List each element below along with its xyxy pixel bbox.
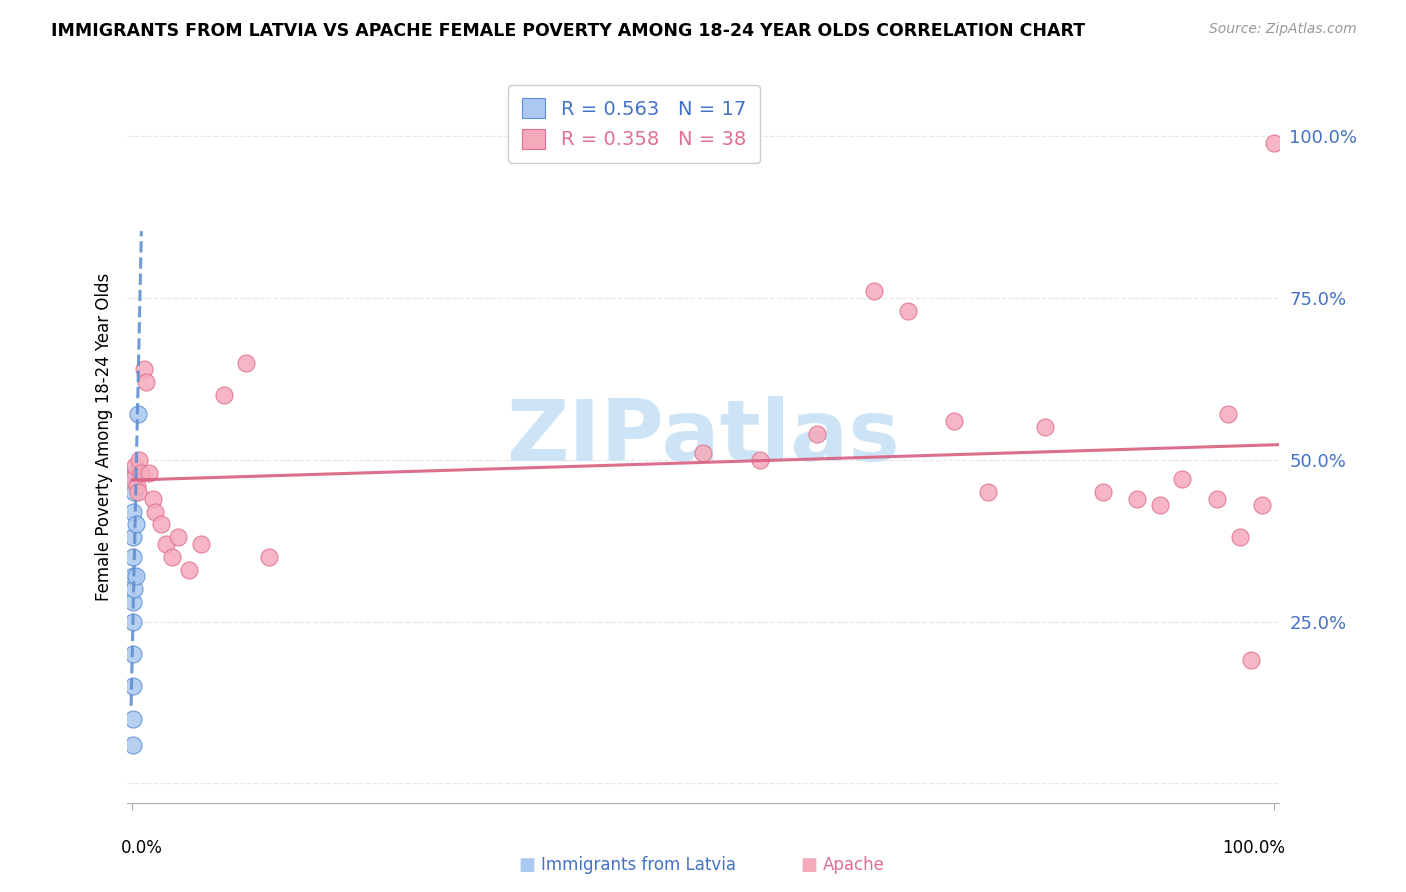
Point <box>125 478 148 492</box>
Point <box>235 356 257 370</box>
Point <box>122 485 145 500</box>
Point <box>142 491 165 506</box>
Point <box>122 569 145 583</box>
Point <box>190 537 212 551</box>
Point <box>1251 498 1274 512</box>
Point <box>897 303 920 318</box>
Point <box>155 537 177 551</box>
Text: ■: ■ <box>800 856 817 874</box>
Point <box>121 712 143 726</box>
Point <box>1126 491 1149 506</box>
Point <box>124 459 146 474</box>
Point <box>1216 408 1239 422</box>
Text: IMMIGRANTS FROM LATVIA VS APACHE FEMALE POVERTY AMONG 18-24 YEAR OLDS CORRELATIO: IMMIGRANTS FROM LATVIA VS APACHE FEMALE … <box>51 22 1085 40</box>
Point <box>135 375 157 389</box>
Point <box>143 504 166 518</box>
Point <box>167 530 190 544</box>
Point <box>127 485 149 500</box>
Point <box>1171 472 1194 486</box>
Point <box>179 563 201 577</box>
Text: Immigrants from Latvia: Immigrants from Latvia <box>541 856 737 874</box>
Point <box>131 466 153 480</box>
Point <box>149 517 172 532</box>
Point <box>122 549 145 564</box>
Text: 100.0%: 100.0% <box>1222 838 1285 856</box>
Point <box>1263 136 1285 150</box>
Y-axis label: Female Poverty Among 18-24 Year Olds: Female Poverty Among 18-24 Year Olds <box>94 273 112 601</box>
Point <box>122 530 145 544</box>
Point <box>1229 530 1251 544</box>
Point <box>124 517 146 532</box>
Point <box>257 549 280 564</box>
Point <box>122 595 145 609</box>
Text: Apache: Apache <box>823 856 884 874</box>
Point <box>1240 653 1263 667</box>
Point <box>128 452 150 467</box>
Point <box>121 679 143 693</box>
Text: ■: ■ <box>519 856 536 874</box>
Point <box>977 485 1000 500</box>
Point <box>1149 498 1171 512</box>
Point <box>121 738 143 752</box>
Point <box>127 408 149 422</box>
Point <box>943 414 966 428</box>
Point <box>692 446 714 460</box>
Point <box>138 466 160 480</box>
Point <box>749 452 772 467</box>
Point <box>160 549 183 564</box>
Point <box>124 569 146 583</box>
Point <box>863 285 886 299</box>
Point <box>806 426 828 441</box>
Point <box>121 647 143 661</box>
Point <box>122 504 145 518</box>
Point <box>122 472 145 486</box>
Point <box>122 582 145 597</box>
Text: 0.0%: 0.0% <box>121 838 163 856</box>
Point <box>121 615 143 629</box>
Point <box>1091 485 1114 500</box>
Point <box>1205 491 1227 506</box>
Point <box>124 472 146 486</box>
Legend: R = 0.563   N = 17, R = 0.358   N = 38: R = 0.563 N = 17, R = 0.358 N = 38 <box>508 85 759 162</box>
Text: ZIPatlas: ZIPatlas <box>506 395 900 479</box>
Point <box>124 466 146 480</box>
Point <box>212 388 235 402</box>
Point <box>132 362 155 376</box>
Point <box>1035 420 1057 434</box>
Text: Source: ZipAtlas.com: Source: ZipAtlas.com <box>1209 22 1357 37</box>
